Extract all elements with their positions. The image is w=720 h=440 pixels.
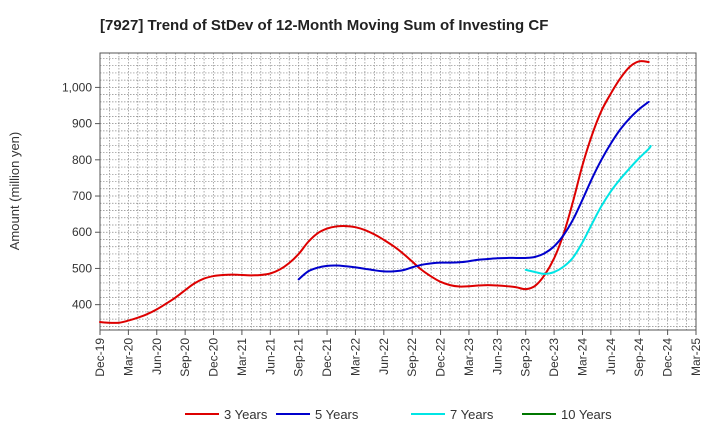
y-tick-label: 500 (72, 261, 92, 275)
series-line-3-years (99, 60, 650, 324)
x-tick-label: Jun-23 (490, 338, 504, 375)
legend-label: 7 Years (450, 407, 494, 422)
x-tick-label: Dec-19 (93, 338, 107, 377)
plot-area (100, 53, 696, 330)
x-tick-label: Mar-25 (689, 338, 703, 376)
series-line-7-years (524, 145, 652, 275)
x-tick-label: Sep-21 (292, 338, 306, 377)
x-tick-label: Jun-20 (150, 338, 164, 375)
x-tick-label: Dec-24 (661, 338, 675, 377)
chart-title: [7927] Trend of StDev of 12-Month Moving… (100, 17, 548, 34)
legend-label: 3 Years (224, 407, 268, 422)
plot-frame (99, 52, 697, 331)
x-tick-label: Sep-20 (178, 338, 192, 377)
x-tick-label: Sep-22 (405, 338, 419, 377)
y-axis: 400 500 600 700 800 900 1,000 (62, 80, 100, 312)
x-tick-label: Sep-23 (519, 338, 533, 377)
y-tick-label: 700 (72, 189, 92, 203)
y-tick-label: 800 (72, 153, 92, 167)
x-axis: Dec-19 Mar-20 Jun-20 Sep-20 Dec-20 Mar-21 Jun-… (93, 330, 703, 377)
x-tick-label: Jun-24 (604, 338, 618, 375)
series-group (99, 60, 652, 324)
y-tick-label: 600 (72, 225, 92, 239)
y-tick-label: 900 (72, 117, 92, 131)
y-tick-label: 1,000 (62, 80, 92, 94)
legend: 3 Years 5 Years 7 Years 10 Years (185, 407, 612, 422)
y-tick-label: 400 (72, 298, 92, 312)
series-line-5-years (297, 100, 650, 281)
x-tick-label: Mar-23 (462, 338, 476, 376)
x-tick-label: Dec-22 (434, 338, 448, 377)
y-axis-label: Amount (million yen) (7, 132, 22, 251)
x-tick-label: Sep-24 (632, 338, 646, 377)
x-tick-label: Mar-24 (575, 338, 589, 376)
x-tick-label: Jun-21 (263, 338, 277, 375)
x-tick-label: Dec-23 (547, 338, 561, 377)
x-tick-label: Mar-21 (235, 338, 249, 376)
x-tick-label: Dec-21 (320, 338, 334, 377)
x-tick-label: Jun-22 (377, 338, 391, 375)
legend-label: 10 Years (561, 407, 612, 422)
x-tick-label: Mar-20 (121, 338, 135, 376)
x-tick-label: Mar-22 (348, 338, 362, 376)
legend-label: 5 Years (315, 407, 359, 422)
x-tick-label: Dec-20 (207, 338, 221, 377)
